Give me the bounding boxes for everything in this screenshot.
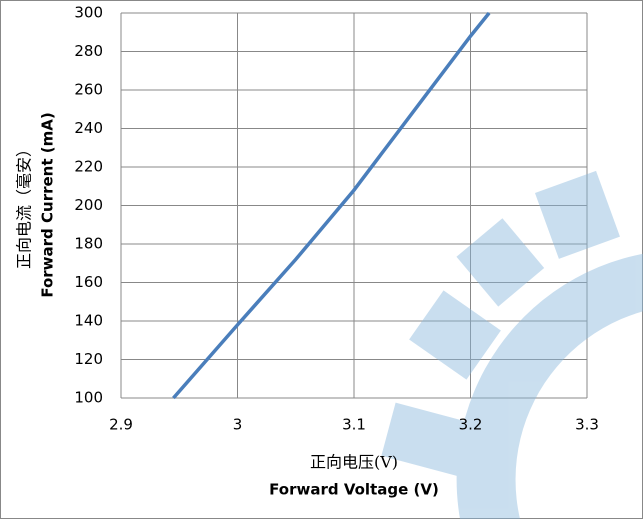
y-axis-title: Forward Current (mA) [39, 112, 57, 297]
grid [120, 12, 588, 399]
y-tick-label: 200 [74, 196, 103, 214]
y-tick-label: 140 [74, 312, 103, 330]
y-tick-label: 300 [74, 4, 103, 22]
plot [172, 11, 491, 400]
x-axis-title: Forward Voltage (V) [269, 481, 439, 499]
x-tick-label: 3 [233, 416, 243, 434]
y-tick-label: 180 [74, 235, 103, 253]
y-tick-label: 260 [74, 81, 103, 99]
y-tick-label: 100 [74, 389, 103, 407]
x-tick-label: 3.2 [459, 416, 483, 434]
x-tick-label: 3.3 [575, 416, 599, 434]
y-axis-title-cn: 正向电流（毫安） [15, 141, 34, 269]
y-tick-label: 160 [74, 273, 103, 291]
watermark-gear [381, 170, 643, 519]
y-tick-label: 120 [74, 350, 103, 368]
x-tick-label: 3.1 [342, 416, 366, 434]
data-line [172, 11, 491, 400]
x-axis-title-cn: 正向电压(V) [310, 453, 398, 472]
y-tick-label: 240 [74, 119, 103, 137]
y-tick-label: 220 [74, 158, 103, 176]
x-tick-label: 2.9 [109, 416, 133, 434]
y-tick-label: 280 [74, 42, 103, 60]
